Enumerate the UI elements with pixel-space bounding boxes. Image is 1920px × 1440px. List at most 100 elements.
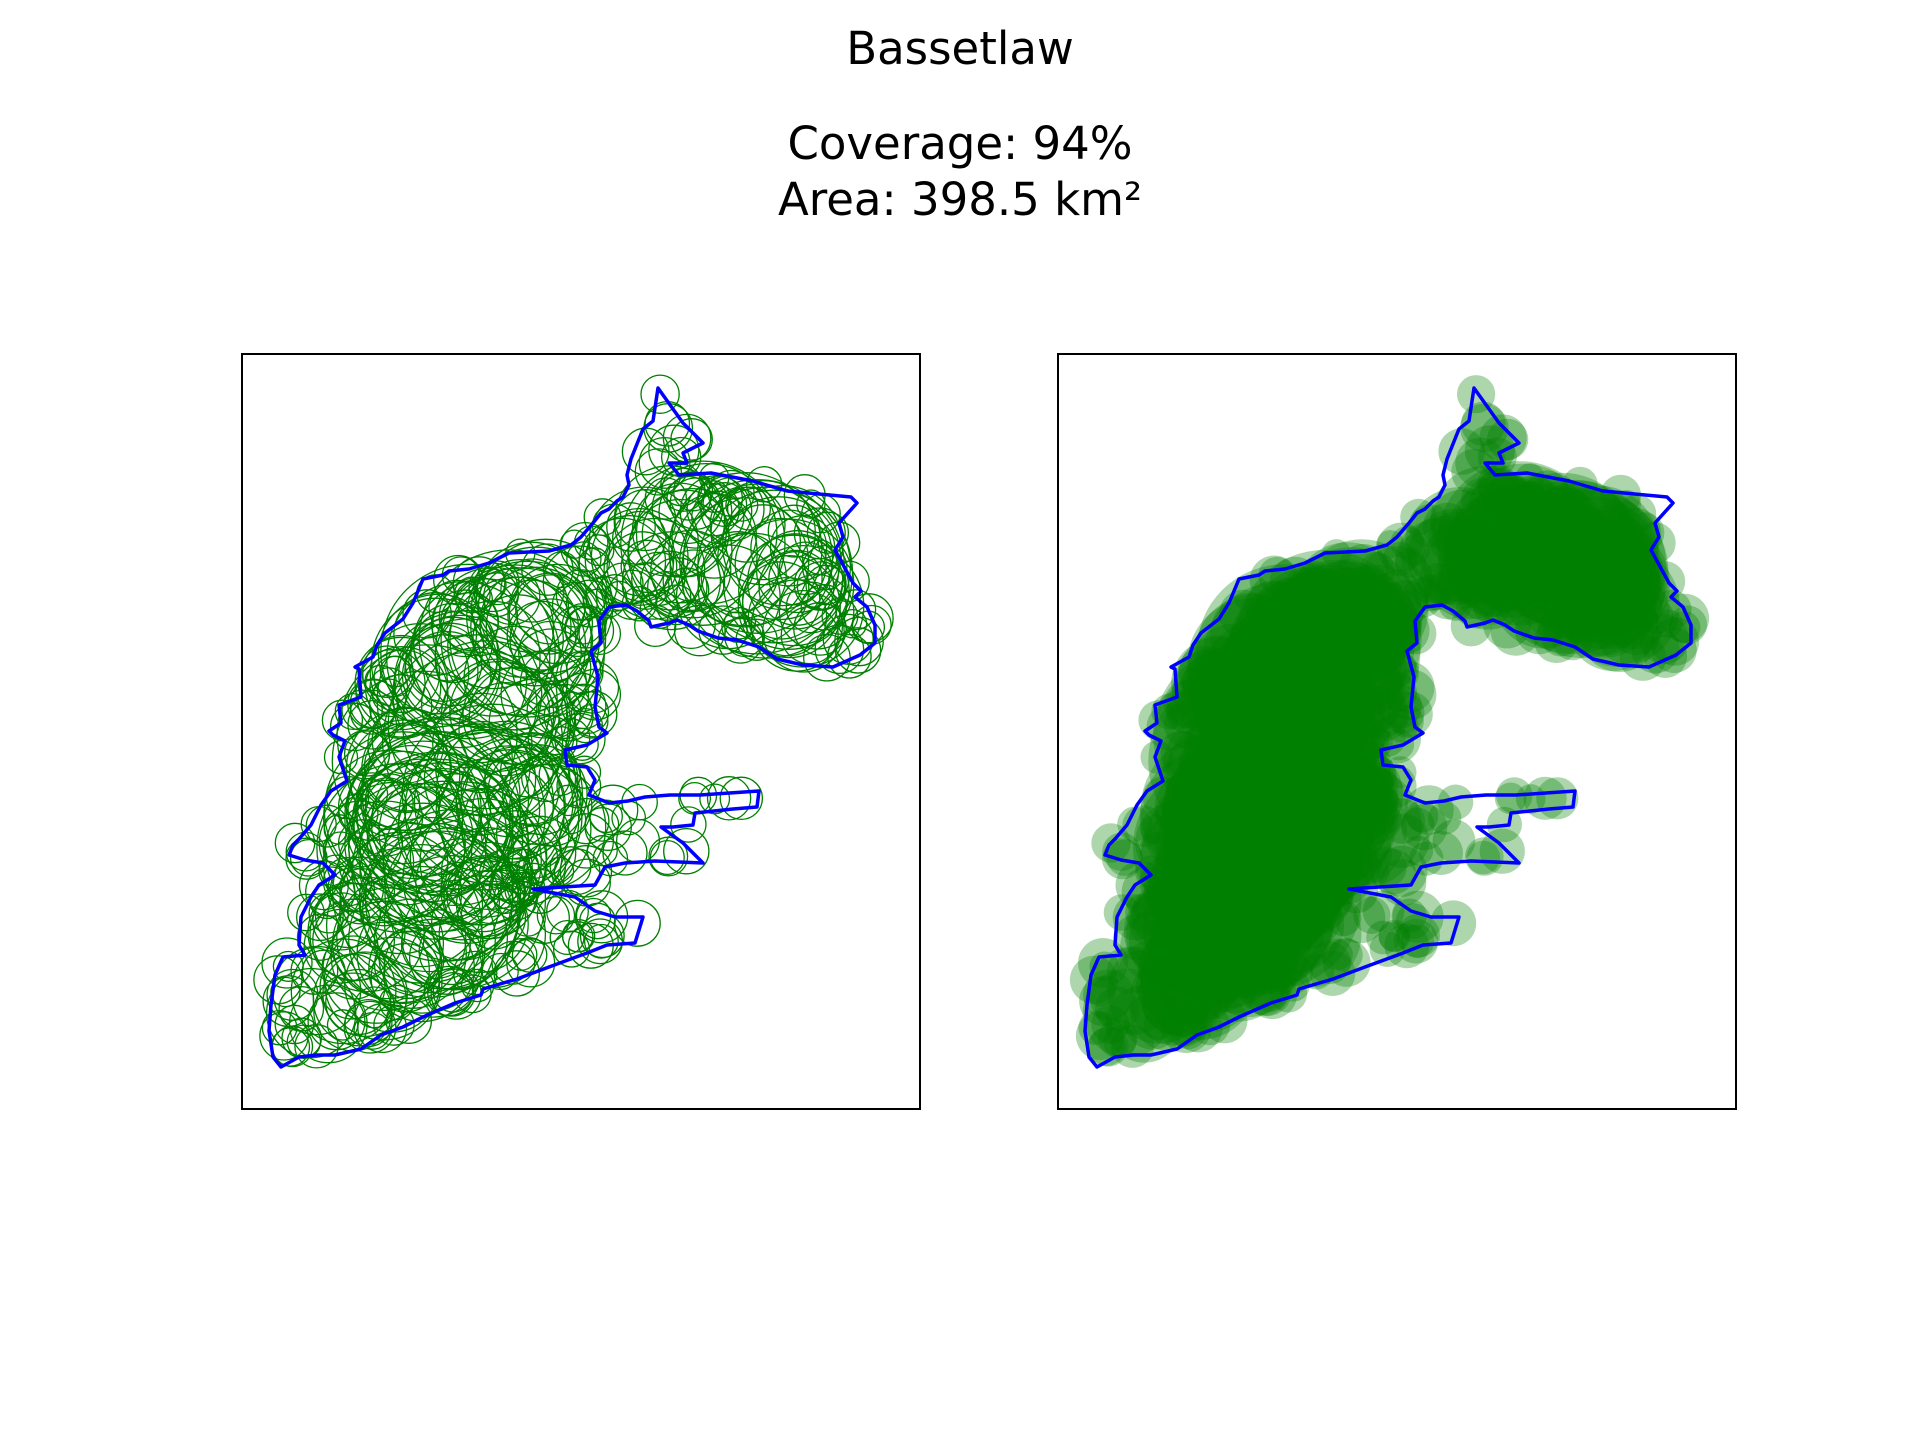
coverage-circle bbox=[343, 730, 391, 777]
coverage-circle bbox=[1436, 461, 1601, 626]
coverage-circle bbox=[345, 744, 481, 880]
coverage-circle bbox=[1382, 541, 1417, 577]
coverage-circle bbox=[1160, 733, 1329, 902]
coverage-circle bbox=[1277, 884, 1342, 950]
coverage-circle bbox=[431, 566, 555, 690]
coverage-circle bbox=[1507, 491, 1560, 544]
coverage-circle bbox=[1120, 909, 1194, 984]
coverage-circle bbox=[506, 600, 577, 671]
coverage-circle bbox=[453, 576, 491, 614]
coverage-circle bbox=[592, 840, 629, 877]
coverage-circle bbox=[641, 570, 692, 621]
coverage-circle bbox=[1319, 816, 1392, 889]
coverage-circle bbox=[1190, 884, 1299, 993]
coverage-circle bbox=[1323, 564, 1424, 664]
coverage-circle bbox=[669, 477, 723, 530]
coverage-circle bbox=[1128, 899, 1211, 981]
coverage-circle bbox=[1387, 691, 1433, 737]
coverage-circle bbox=[536, 896, 576, 935]
coverage-circle bbox=[1210, 615, 1343, 748]
coverage-circle bbox=[1091, 1005, 1130, 1044]
coverage-circle bbox=[1444, 488, 1574, 618]
coverage-circle bbox=[259, 1011, 309, 1061]
coverage-circle bbox=[1245, 580, 1301, 636]
coverage-circle bbox=[1361, 857, 1390, 886]
coverage-circle bbox=[1162, 708, 1285, 831]
coverage-circle bbox=[1173, 731, 1337, 895]
coverage-circle bbox=[1181, 665, 1213, 697]
district-boundary bbox=[267, 386, 877, 1069]
coverage-circle bbox=[678, 781, 712, 815]
coverage-circle bbox=[1142, 848, 1298, 1004]
coverage-circle bbox=[343, 1000, 397, 1054]
coverage-circle bbox=[1300, 752, 1365, 817]
coverage-circle bbox=[1461, 477, 1503, 520]
coverage-circle bbox=[1195, 768, 1323, 897]
coverage-circle bbox=[1403, 835, 1434, 866]
coverage-circle bbox=[1360, 692, 1409, 741]
coverage-circle bbox=[1475, 475, 1548, 549]
coverage-circle bbox=[1541, 504, 1617, 580]
coverage-circle bbox=[1248, 693, 1348, 793]
coverage-circle bbox=[504, 938, 538, 971]
coverage-circle bbox=[1288, 594, 1380, 686]
coverage-circle bbox=[1140, 814, 1170, 845]
coverage-circle bbox=[1126, 877, 1241, 992]
coverage-circle bbox=[662, 549, 726, 613]
coverage-circle bbox=[1460, 403, 1509, 453]
coverage-circle bbox=[1515, 463, 1545, 493]
coverage-circle bbox=[1265, 661, 1366, 762]
coverage-circle bbox=[1188, 707, 1255, 774]
coverage-circle bbox=[1220, 634, 1294, 708]
coverage-circle bbox=[1567, 579, 1659, 672]
coverage-circle bbox=[1334, 892, 1386, 944]
coverage-circle bbox=[1270, 577, 1307, 613]
coverage-circle bbox=[1208, 618, 1358, 768]
coverage-circle bbox=[1185, 783, 1289, 888]
coverage-circle bbox=[502, 756, 582, 836]
coverage-circle bbox=[1513, 531, 1595, 613]
coverage-circle bbox=[1317, 849, 1362, 894]
coverage-circle bbox=[1328, 937, 1363, 973]
coverage-circle bbox=[1176, 713, 1345, 882]
coverage-circle bbox=[1368, 785, 1400, 816]
coverage-circle bbox=[356, 773, 421, 837]
coverage-circle bbox=[750, 509, 828, 587]
coverage-circle bbox=[1292, 542, 1403, 653]
coverage-circle bbox=[1173, 1003, 1223, 1053]
coverage-circle bbox=[1334, 621, 1398, 685]
coverage-circle bbox=[1164, 866, 1312, 1014]
coverage-circle bbox=[1069, 955, 1118, 1004]
coverage-circle bbox=[1303, 744, 1404, 845]
coverage-circle bbox=[354, 636, 449, 731]
coverage-circle bbox=[1083, 969, 1134, 1021]
coverage-circle bbox=[1325, 573, 1407, 654]
coverage-circle bbox=[1181, 650, 1257, 726]
figure-title: Bassetlaw bbox=[846, 22, 1074, 75]
coverage-circle bbox=[1558, 561, 1636, 639]
coverage-circle bbox=[1368, 606, 1419, 657]
coverage-circle bbox=[1218, 814, 1348, 944]
coverage-label: Coverage: 94% bbox=[787, 117, 1133, 170]
coverage-circle bbox=[1513, 476, 1559, 521]
coverage-circle bbox=[1280, 626, 1384, 730]
coverage-circle bbox=[1187, 753, 1326, 892]
coverage-circle bbox=[1225, 921, 1299, 995]
coverage-circle bbox=[378, 984, 415, 1021]
coverage-circle bbox=[1466, 840, 1501, 875]
coverage-circle bbox=[741, 561, 821, 640]
coverage-circle bbox=[1516, 477, 1580, 541]
coverage-circle bbox=[1325, 900, 1362, 937]
coverage-circle bbox=[1503, 483, 1556, 536]
coverage-circle bbox=[1155, 817, 1336, 998]
coverage-circle bbox=[768, 551, 823, 606]
coverage-circle bbox=[756, 530, 840, 614]
coverage-circle bbox=[1324, 833, 1374, 884]
coverage-circle bbox=[1174, 649, 1241, 717]
coverage-circle bbox=[1113, 914, 1160, 961]
coverage-circle bbox=[1257, 827, 1347, 918]
coverage-circle bbox=[1390, 704, 1424, 739]
coverage-circle bbox=[1139, 832, 1174, 867]
coverage-circle bbox=[570, 690, 618, 738]
coverage-circle bbox=[1308, 941, 1351, 985]
